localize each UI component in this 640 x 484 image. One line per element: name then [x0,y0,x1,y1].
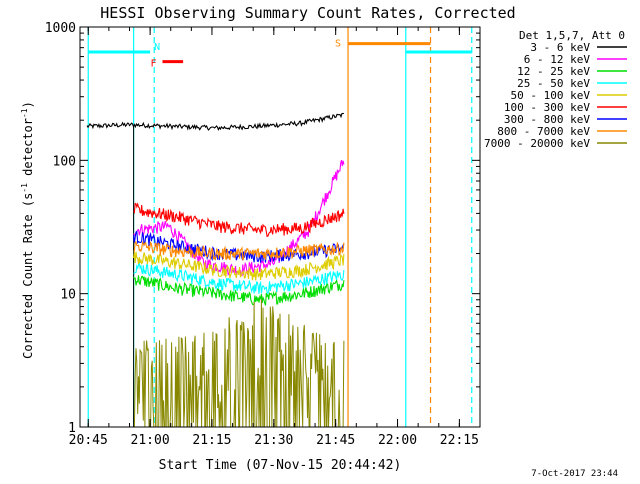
series-line-5 [133,202,345,238]
legend-header: Det 1,5,7, Att 0 [519,29,625,42]
x-tick-label-2: 21:15 [192,433,231,448]
legend-label-4: 50 - 100 keV [511,89,591,102]
x-tick-label-1: 21:00 [131,433,170,448]
plot-frame [79,26,481,428]
x-tick-label-6: 22:15 [440,433,479,448]
x-tick-label-3: 21:30 [254,433,293,448]
series-line-3 [133,261,345,295]
y-axis-label-part-1: Corrected Count Rate (s [21,193,35,359]
y-tick-label-2: 100 [53,154,76,169]
y-axis-label-sup-1: -1 [20,183,29,193]
y-tick-label-0: 1 [68,421,76,436]
flag-label-f: F [150,59,156,70]
y-axis-label-part-3: ) [21,101,35,108]
series-line-4 [133,251,345,281]
legend-label-0: 3 - 6 keV [530,41,590,54]
legend-label-7: 800 - 7000 keV [497,125,590,138]
x-axis-label: Start Time (07-Nov-15 20:44:42) [159,458,402,473]
y-axis-label-sup-2: -1 [20,108,29,118]
x-tick-label-0: 20:45 [69,433,108,448]
x-tick-label-4: 21:45 [316,433,355,448]
y-tick-label-1: 10 [60,288,76,303]
series-line-0 [86,112,344,131]
flag-label-s: S [335,39,341,50]
series-line-7 [133,240,345,261]
legend-label-1: 6 - 12 keV [524,53,591,66]
legend-label-5: 100 - 300 keV [504,101,590,114]
legend-label-8: 7000 - 20000 keV [484,137,590,150]
legend-label-6: 300 - 800 keV [504,113,590,126]
series-line-2 [133,275,345,306]
axes: 20:45 21:00 21:15 21:30 21:45 22:00 22:15 1 10 10… [45,21,481,448]
timestamp-label: 7-Oct-2017 23:44 [531,469,618,479]
y-axis-label-part-2: detector [21,118,35,183]
series-line-6 [133,230,345,263]
chart-title: HESSI Observing Summary Count Rates, Cor… [100,4,515,22]
x-tick-label-5: 22:00 [378,433,417,448]
legend-label-2: 12 - 25 keV [517,65,590,78]
series-line-8 [133,299,345,428]
y-tick-label-3: 1000 [45,21,76,36]
legend-label-3: 25 - 50 keV [517,77,590,90]
y-axis-label: Corrected Count Rate (s-1 detector-1) [20,101,35,359]
plot-area: NF S [86,27,473,428]
flag-label-n: N [154,42,160,53]
